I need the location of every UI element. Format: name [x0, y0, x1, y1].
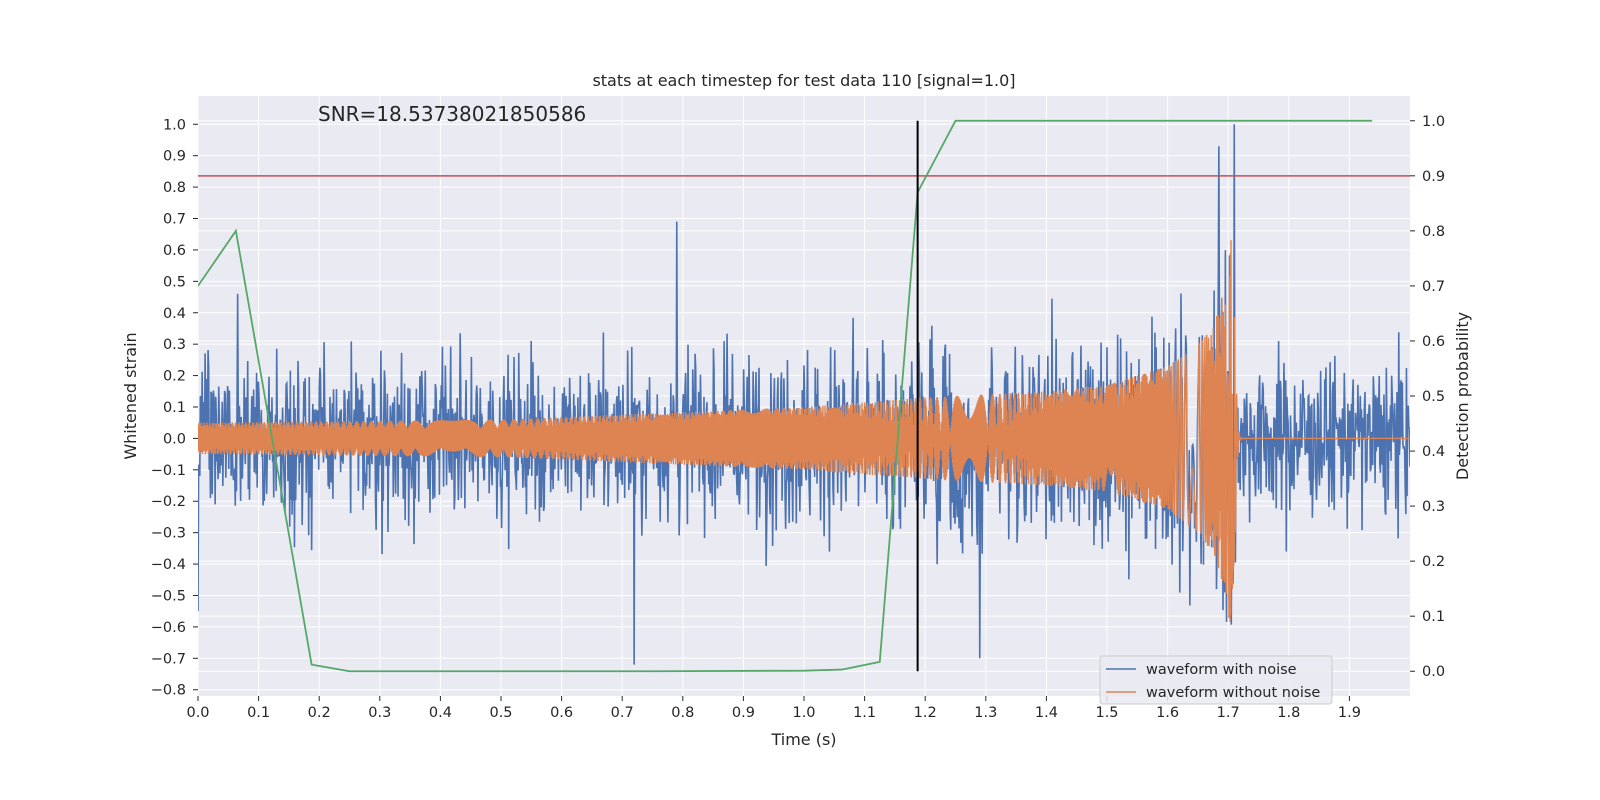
y-right-tick-label: 0.4 [1422, 444, 1445, 460]
y-right-tick-label: 0.1 [1422, 609, 1445, 625]
x-tick-label: 1.7 [1217, 705, 1240, 721]
series-waveform-without-noise [198, 240, 1410, 622]
x-tick-label: 0.8 [671, 705, 694, 721]
y-tick-labels-left: 1.0 0.9 0.8 0.7 0.6 0.5 0.4 0.3 0.2 0.1 0.0 −0.1 −0.… [151, 117, 198, 699]
y-right-tick-label: 0.3 [1422, 499, 1445, 515]
x-tick-label: 1.5 [1095, 705, 1118, 721]
x-tick-label: 0.0 [186, 705, 209, 721]
y-right-tick-label: 0.6 [1422, 334, 1445, 350]
x-tick-label: 1.0 [792, 705, 815, 721]
x-tick-label: 0.4 [429, 705, 452, 721]
y-tick-label: −0.5 [151, 588, 186, 604]
y-tick-label: 0.4 [163, 306, 186, 322]
x-tick-label: 0.7 [611, 705, 634, 721]
chart-title: stats at each timestep for test data 110… [592, 71, 1015, 90]
x-tick-label: 0.6 [550, 705, 573, 721]
x-tick-label: 0.3 [368, 705, 391, 721]
y-tick-label: −0.1 [151, 463, 186, 479]
y-tick-label: 0.3 [163, 337, 186, 353]
y-axis-label-left: Whitened strain [121, 332, 140, 459]
x-tick-label: 1.3 [974, 705, 997, 721]
x-tick-label: 1.1 [853, 705, 876, 721]
y-tick-label: 0.6 [163, 243, 186, 259]
legend: waveform with noise waveform without noi… [1099, 655, 1333, 705]
x-tick-label: 0.9 [732, 705, 755, 721]
legend-label-with-noise: waveform with noise [1146, 662, 1297, 678]
x-axis-label: Time (s) [770, 730, 836, 749]
x-tick-label: 1.2 [914, 705, 937, 721]
y-tick-label: 0.5 [163, 274, 186, 290]
y-tick-label: 0.7 [163, 212, 186, 228]
x-tick-label: 1.6 [1156, 705, 1179, 721]
y-tick-label: 1.0 [163, 117, 186, 133]
x-tick-label: 1.9 [1338, 705, 1361, 721]
x-tick-label: 1.8 [1277, 705, 1300, 721]
x-tick-label: 0.2 [308, 705, 331, 721]
y-tick-label: −0.7 [151, 651, 186, 667]
x-tick-label: 1.4 [1035, 705, 1058, 721]
legend-box [1099, 655, 1333, 705]
plot-series [198, 119, 1410, 673]
snr-annotation: SNR=18.53738021850586 [318, 102, 586, 126]
x-tick-label: 0.5 [489, 705, 512, 721]
y-axis-label-right: Detection probability [1453, 312, 1472, 480]
x-tick-label: 0.1 [247, 705, 270, 721]
y-tick-label: −0.4 [151, 557, 186, 573]
x-tick-labels: 0.0 0.1 0.2 0.3 0.4 0.5 0.6 0.7 0.8 0.9 1.0 1.1 1.2 1… [186, 696, 1361, 721]
y-right-tick-label: 1.0 [1422, 114, 1445, 130]
y-tick-label: −0.2 [151, 494, 186, 510]
y-tick-label: 0.8 [163, 180, 186, 196]
y-right-tick-label: 0.9 [1422, 169, 1445, 185]
y-right-tick-label: 0.8 [1422, 224, 1445, 240]
y-right-tick-label: 0.7 [1422, 279, 1445, 295]
y-tick-labels-right: 1.0 0.9 0.8 0.7 0.6 0.5 0.4 0.3 0.2 0.1 0.0 [1410, 114, 1445, 680]
y-tick-label: −0.8 [151, 683, 186, 699]
y-tick-label: 0.2 [163, 369, 186, 385]
y-tick-label: 0.0 [163, 431, 186, 447]
y-tick-label: −0.6 [151, 620, 186, 636]
y-tick-label: −0.3 [151, 526, 186, 542]
legend-label-without-noise: waveform without noise [1146, 685, 1320, 701]
y-right-tick-label: 0.0 [1422, 664, 1445, 680]
y-tick-label: 0.1 [163, 400, 186, 416]
y-right-tick-label: 0.2 [1422, 554, 1445, 570]
y-tick-label: 0.9 [163, 149, 186, 165]
y-right-tick-label: 0.5 [1422, 389, 1445, 405]
